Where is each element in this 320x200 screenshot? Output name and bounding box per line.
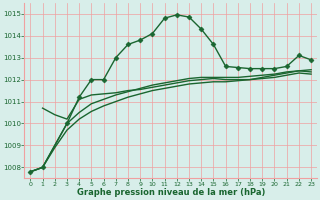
X-axis label: Graphe pression niveau de la mer (hPa): Graphe pression niveau de la mer (hPa) bbox=[76, 188, 265, 197]
